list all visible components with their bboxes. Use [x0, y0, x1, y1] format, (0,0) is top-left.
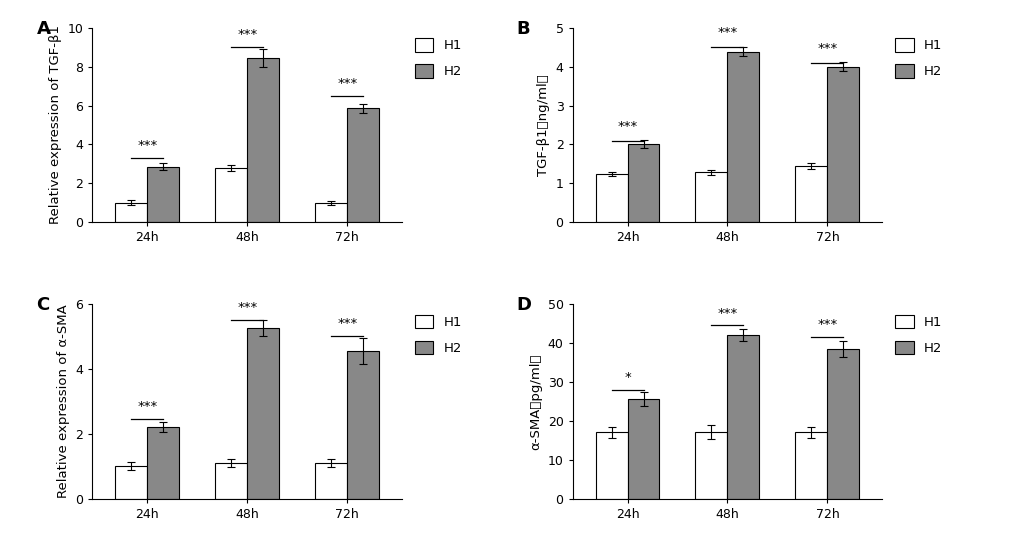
- Text: ***: ***: [717, 27, 738, 39]
- Bar: [628, 143, 660, 222]
- Bar: [148, 427, 180, 499]
- Bar: [595, 433, 628, 499]
- Text: A: A: [37, 20, 50, 38]
- Bar: [247, 58, 279, 222]
- Y-axis label: TGF-β1（ng/ml）: TGF-β1（ng/ml）: [537, 74, 550, 176]
- Text: ***: ***: [818, 318, 837, 331]
- Legend: H1, H2: H1, H2: [895, 38, 943, 79]
- Legend: H1, H2: H1, H2: [895, 315, 943, 355]
- Text: ***: ***: [237, 28, 258, 42]
- Bar: [827, 349, 860, 499]
- Text: *: *: [624, 371, 631, 384]
- Text: B: B: [517, 20, 530, 38]
- Bar: [595, 173, 628, 222]
- Y-axis label: Relative expression of α-SMA: Relative expression of α-SMA: [56, 305, 70, 498]
- Text: C: C: [37, 296, 50, 314]
- Bar: [727, 335, 759, 499]
- Text: ***: ***: [137, 139, 157, 152]
- Legend: H1, H2: H1, H2: [415, 38, 463, 79]
- Bar: [315, 203, 347, 222]
- Bar: [247, 329, 279, 499]
- Bar: [696, 172, 727, 222]
- Bar: [148, 167, 180, 222]
- Bar: [696, 433, 727, 499]
- Text: ***: ***: [717, 306, 738, 320]
- Y-axis label: Relative expression of TGF-β1: Relative expression of TGF-β1: [49, 25, 62, 224]
- Legend: H1, H2: H1, H2: [415, 315, 463, 355]
- Bar: [215, 463, 247, 499]
- Bar: [115, 203, 148, 222]
- Text: ***: ***: [618, 120, 637, 133]
- Bar: [115, 466, 148, 499]
- Bar: [347, 109, 380, 222]
- Text: ***: ***: [137, 399, 157, 413]
- Bar: [315, 463, 347, 499]
- Text: ***: ***: [338, 77, 357, 90]
- Text: D: D: [517, 296, 531, 314]
- Text: ***: ***: [818, 42, 837, 55]
- Bar: [215, 168, 247, 222]
- Text: ***: ***: [237, 301, 258, 314]
- Bar: [795, 433, 827, 499]
- Y-axis label: α-SMA（pg/ml）: α-SMA（pg/ml）: [529, 353, 542, 449]
- Text: ***: ***: [338, 317, 357, 330]
- Bar: [827, 66, 860, 222]
- Bar: [795, 166, 827, 222]
- Bar: [628, 399, 660, 499]
- Bar: [347, 351, 380, 499]
- Bar: [727, 52, 759, 222]
